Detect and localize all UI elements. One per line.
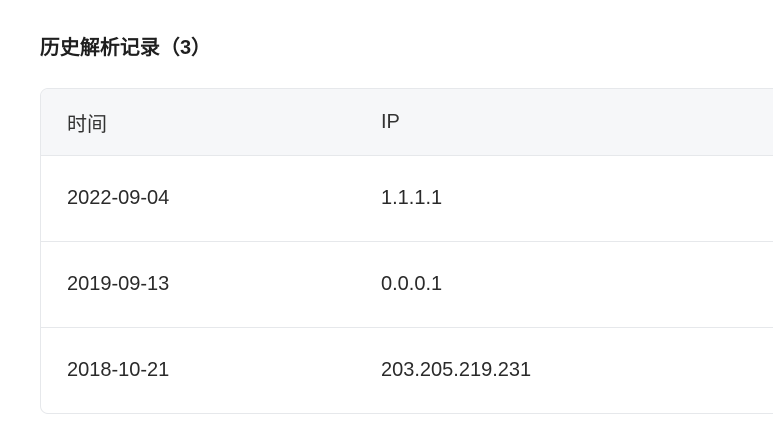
table-row: 2022-09-04 1.1.1.1 bbox=[41, 155, 773, 241]
cell-ip: 1.1.1.1 bbox=[381, 187, 443, 209]
section-title: 历史解析记录（3） bbox=[40, 37, 212, 59]
table-row: 2019-09-13 0.0.0.1 bbox=[41, 241, 773, 327]
cell-ip: 0.0.0.1 bbox=[381, 273, 443, 295]
table-row: 2018-10-21 203.205.219.231 bbox=[41, 327, 773, 413]
history-table: 时间 IP 2022-09-04 1.1.1.1 2019-09-13 0.0.… bbox=[40, 88, 773, 414]
cell-time: 2022-09-04 bbox=[67, 187, 170, 209]
header-time: 时间 bbox=[67, 113, 107, 136]
cell-ip: 203.205.219.231 bbox=[381, 359, 532, 381]
cell-time: 2019-09-13 bbox=[67, 273, 170, 295]
cell-time: 2018-10-21 bbox=[67, 359, 170, 381]
header-ip: IP bbox=[381, 110, 400, 133]
table-header: 时间 IP bbox=[41, 89, 773, 155]
